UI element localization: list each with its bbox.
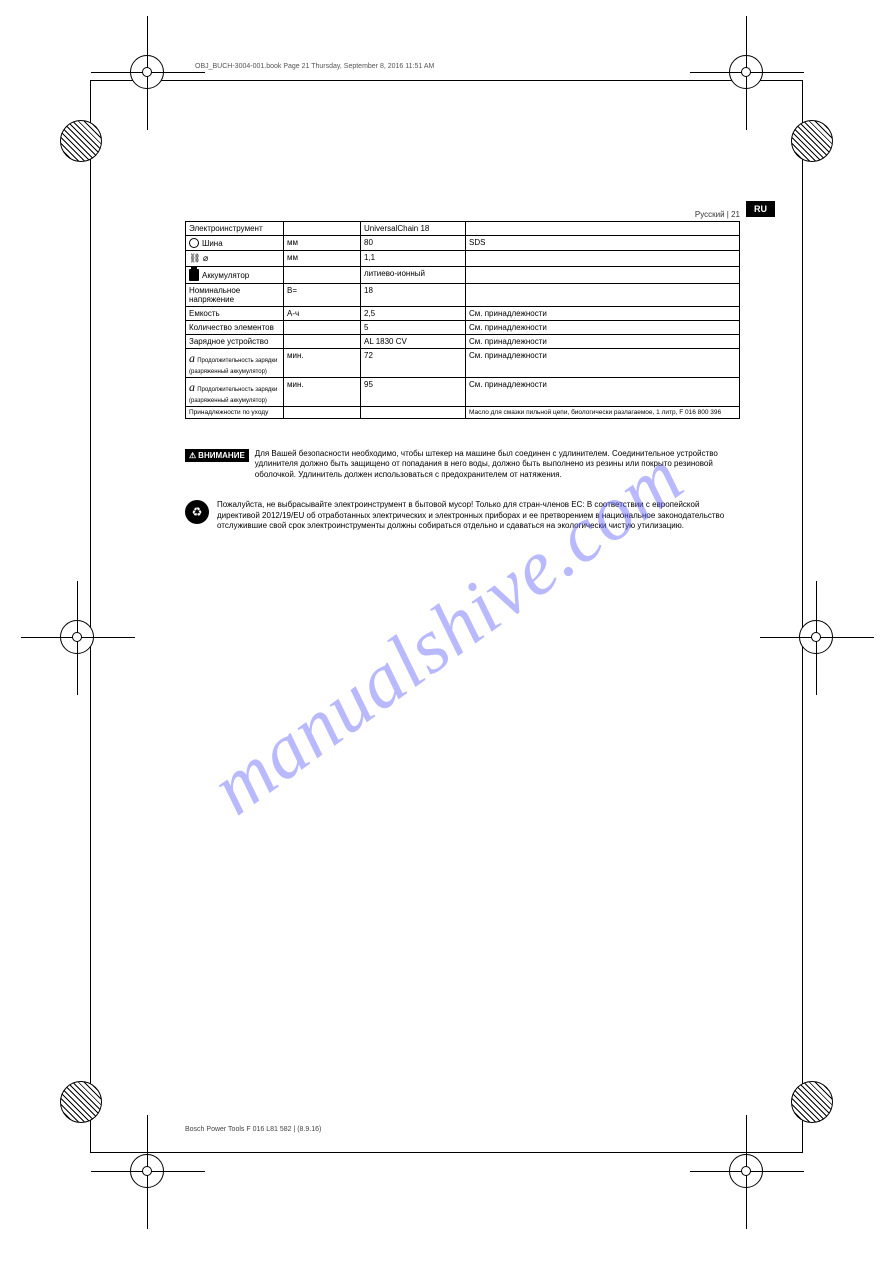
table-row: Количество элементов 5 См. принадлежност…: [186, 321, 740, 335]
cell: [466, 251, 740, 267]
cell: AL 1830 CV: [361, 335, 466, 349]
page-title: Русский | 21: [695, 210, 740, 219]
info-text: Пожалуйста, не выбрасывайте электроинстр…: [217, 500, 740, 531]
cell: 5: [361, 321, 466, 335]
cell: [284, 267, 361, 284]
cell: [466, 284, 740, 307]
table-row: Емкость А-ч 2,5 См. принадлежности: [186, 307, 740, 321]
table-row: Номинальное напряжение В= 18: [186, 284, 740, 307]
cell: 2,5: [361, 307, 466, 321]
cell: В=: [284, 284, 361, 307]
spec-table: Электроинструмент UniversalChain 18 Шина…: [185, 221, 740, 419]
cell: [284, 321, 361, 335]
cell: См. принадлежности: [466, 378, 740, 407]
warning-badge: ⚠ ВНИМАНИЕ: [185, 449, 249, 462]
warning-section: ⚠ ВНИМАНИЕ Для Вашей безопасности необхо…: [185, 449, 740, 480]
crop-mark-mr: [799, 620, 833, 654]
cell-label: Количество элементов: [186, 321, 284, 335]
cell: [361, 407, 466, 419]
content-region: Русский | 21 RU Электроинструмент Univer…: [185, 210, 740, 531]
cell-label: Зарядное устройство: [186, 335, 284, 349]
table-header-row: Электроинструмент UniversalChain 18: [186, 222, 740, 236]
table-row: a Продолжительность зарядки (разряженный…: [186, 349, 740, 378]
th-0: Электроинструмент: [186, 222, 284, 236]
cell: 1,1: [361, 251, 466, 267]
table-row: a Продолжительность зарядки (разряженный…: [186, 378, 740, 407]
cell-label: Продолжительность зарядки (разряженный а…: [189, 387, 277, 404]
crop-mark-bl: [130, 1154, 164, 1188]
cell-label: Продолжительность зарядки (разряженный а…: [189, 358, 277, 375]
header-meta: OBJ_BUCH-3004-001.book Page 21 Thursday,…: [195, 63, 434, 70]
crop-mark-ml: [60, 620, 94, 654]
cell-label: Номинальное напряжение: [186, 284, 284, 307]
cell: 72: [361, 349, 466, 378]
cell: мин.: [284, 349, 361, 378]
warning-text: Для Вашей безопасности необходимо, чтобы…: [255, 449, 740, 480]
table-row: Шина мм 80 SDS: [186, 236, 740, 251]
cell: мм: [284, 251, 361, 267]
th-3: [466, 222, 740, 236]
italic-a-icon: a: [189, 351, 195, 365]
cell: [466, 267, 740, 284]
cell-label: Аккумулятор: [202, 271, 249, 280]
circle-icon: [189, 238, 199, 248]
cell: Масло для смазки пильной цепи, биологиче…: [466, 407, 740, 419]
cell: мин.: [284, 378, 361, 407]
cell-label: Емкость: [186, 307, 284, 321]
th-2: UniversalChain 18: [361, 222, 466, 236]
info-section: ♻ Пожалуйста, не выбрасывайте электроинс…: [185, 500, 740, 531]
cell: См. принадлежности: [466, 349, 740, 378]
battery-icon: [189, 269, 199, 281]
table-row: Аккумулятор литиево-ионный: [186, 267, 740, 284]
cell: литиево-ионный: [361, 267, 466, 284]
th-1: [284, 222, 361, 236]
table-row: Принадлежности по уходу Масло для смазки…: [186, 407, 740, 419]
recycle-icon: ♻: [185, 500, 209, 524]
cell: [284, 335, 361, 349]
cell: 80: [361, 236, 466, 251]
cell-label: Шина: [202, 239, 223, 248]
warning-badge-text: ВНИМАНИЕ: [198, 451, 245, 460]
footer-meta: Bosch Power Tools F 016 L81 582 | (8.9.1…: [185, 1126, 321, 1133]
table-row: Зарядное устройство AL 1830 CV См. прина…: [186, 335, 740, 349]
crop-mark-br: [729, 1154, 763, 1188]
italic-a-icon: a: [189, 380, 195, 394]
cell: А-ч: [284, 307, 361, 321]
lang-tag: RU: [746, 201, 775, 217]
cell-label: Принадлежности по уходу: [186, 407, 284, 419]
cell: См. принадлежности: [466, 321, 740, 335]
cell: 95: [361, 378, 466, 407]
cell: мм: [284, 236, 361, 251]
cell: См. принадлежности: [466, 335, 740, 349]
cell: См. принадлежности: [466, 307, 740, 321]
cell: [284, 407, 361, 419]
cell: SDS: [466, 236, 740, 251]
table-row: ⛓ ⌀ мм 1,1: [186, 251, 740, 267]
cell: 18: [361, 284, 466, 307]
chain-icon: ⛓ ⌀: [189, 253, 208, 264]
